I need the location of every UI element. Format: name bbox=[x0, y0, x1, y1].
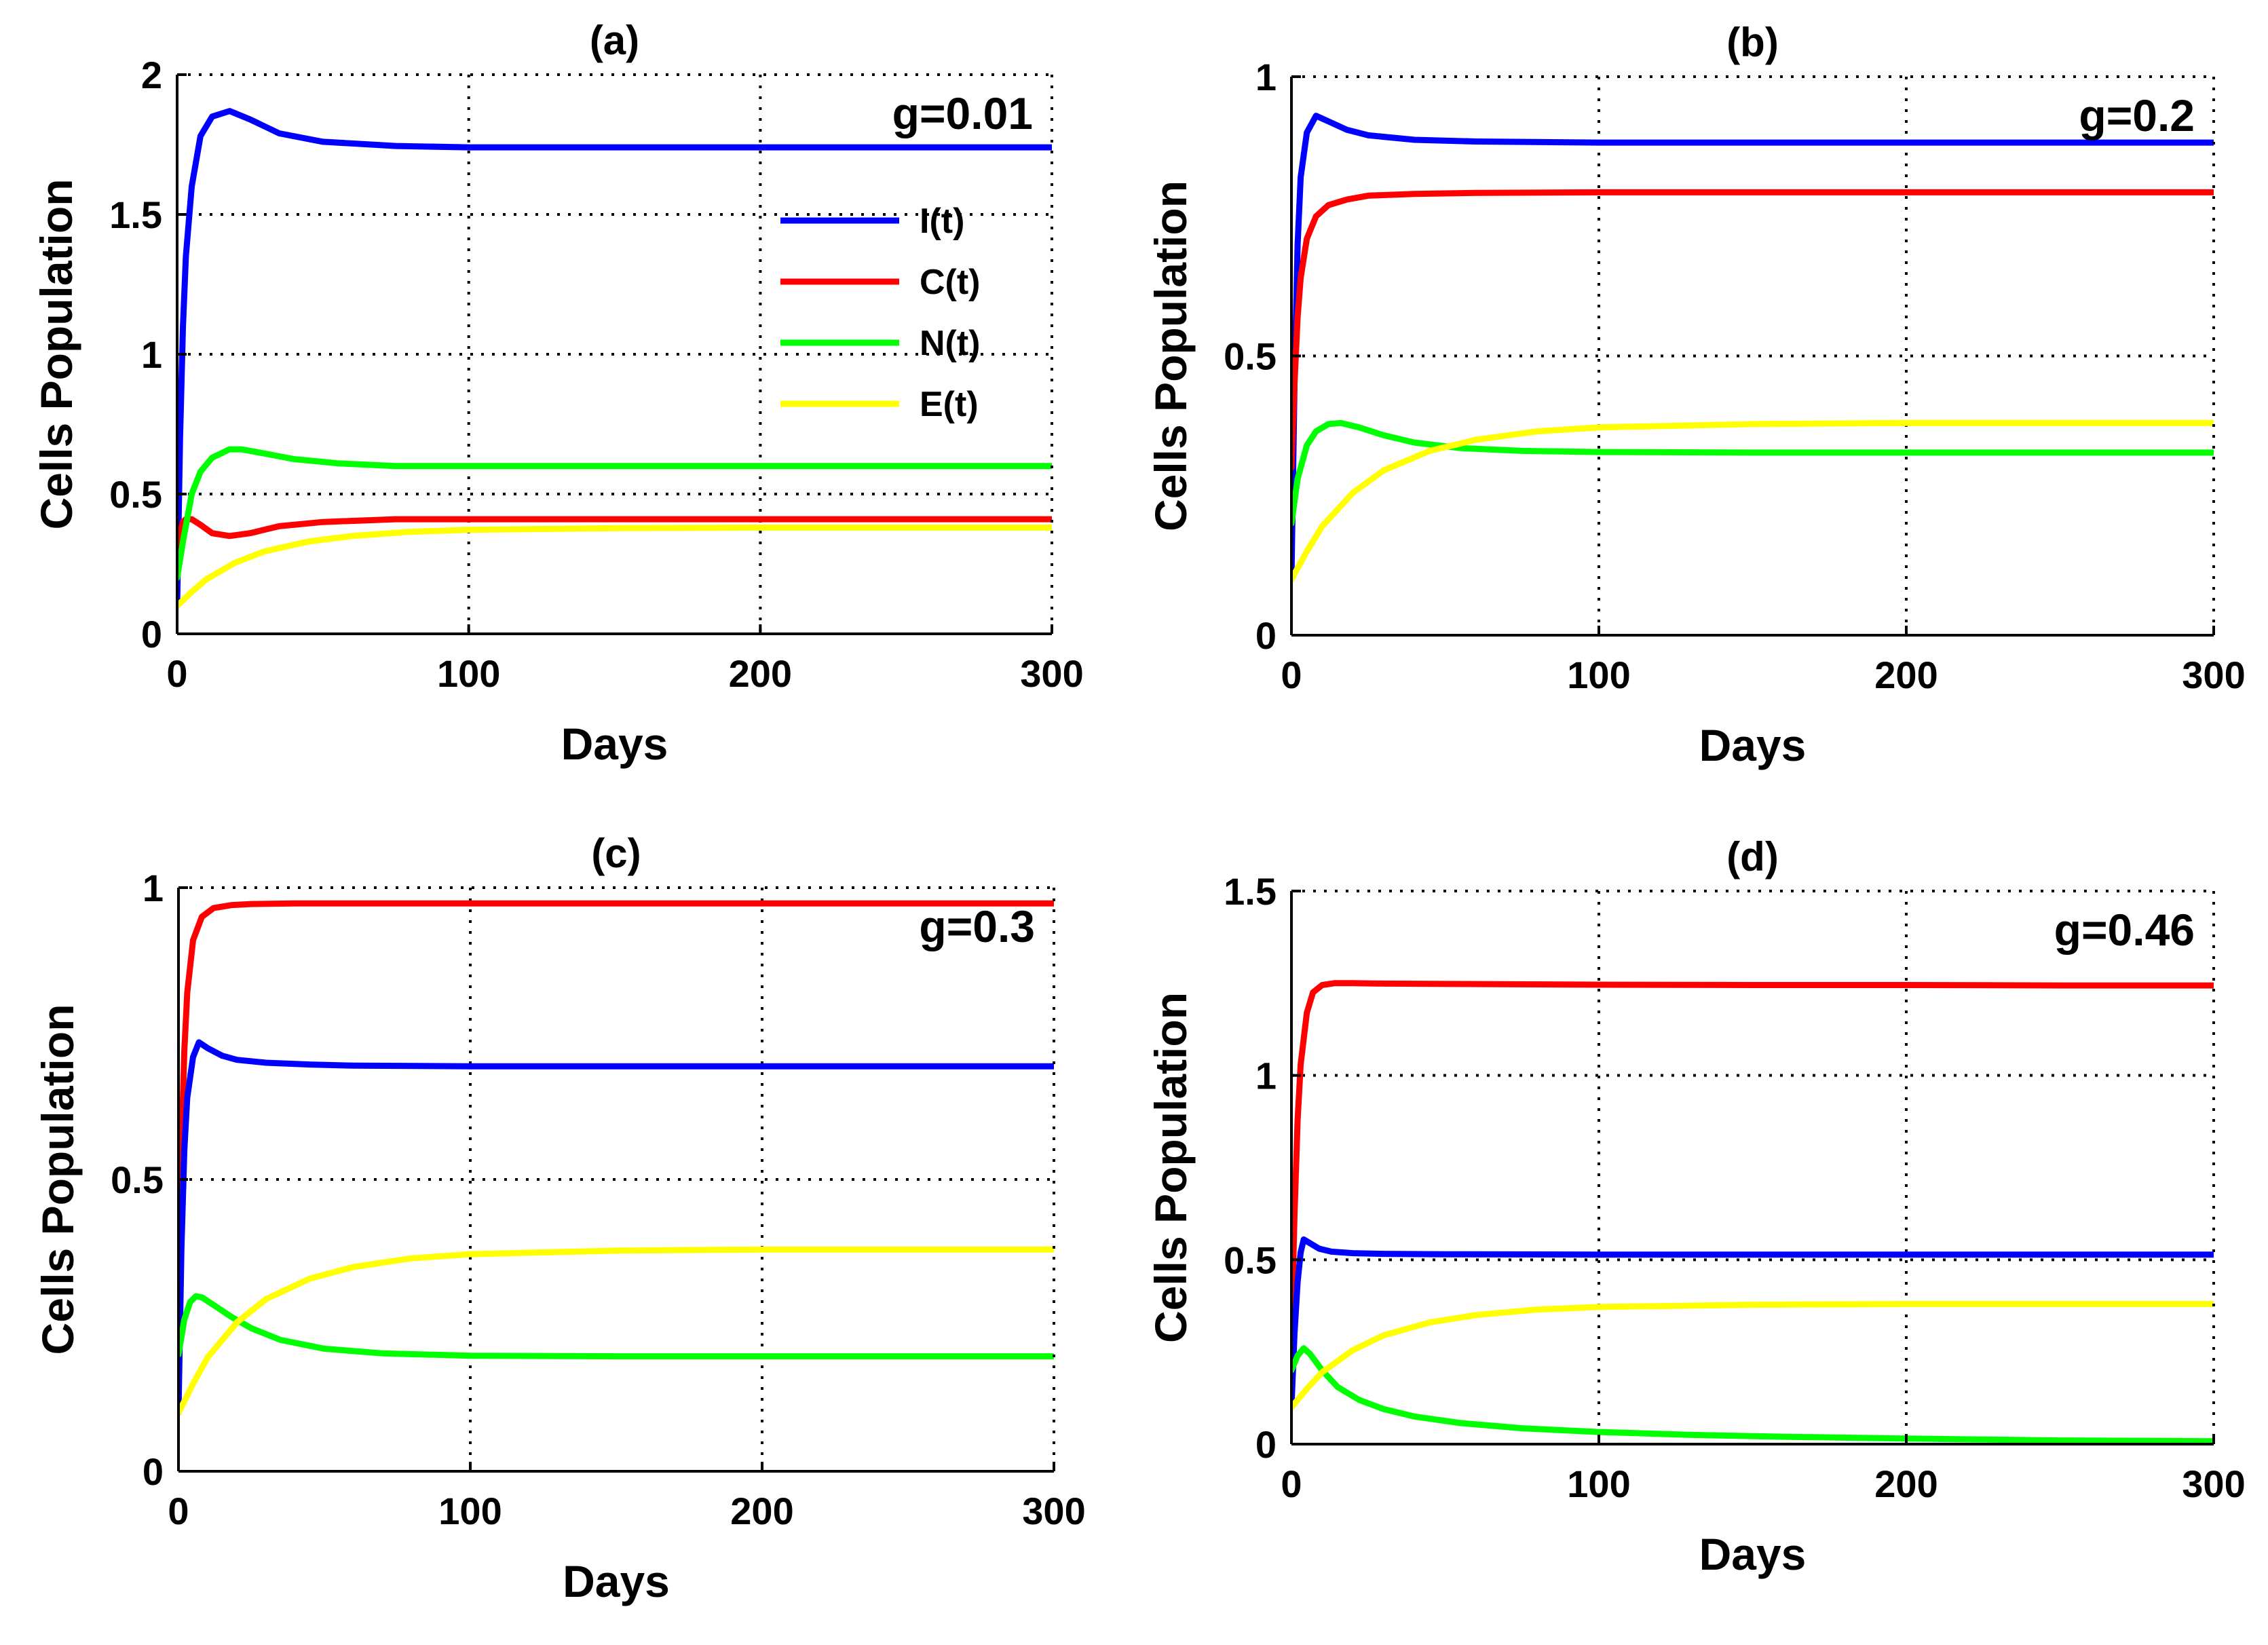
series-line-e bbox=[177, 524, 1052, 609]
panel-d: 0 100 200 300 0 0.5 1 1.5 (d) g=0.46 Days Cells Pop… bbox=[1146, 834, 2246, 1579]
series-group bbox=[1291, 113, 2214, 583]
y-tick-label: 1 bbox=[1255, 1055, 1277, 1097]
panel-b: 0 100 200 300 0 0.5 1 (b) g=0.2 Days Cells Populat… bbox=[1146, 20, 2246, 770]
y-tick-label: 0 bbox=[1255, 614, 1277, 657]
x-tick-label: 0 bbox=[166, 652, 187, 695]
x-tick-label: 300 bbox=[1022, 1490, 1085, 1532]
series-line-i bbox=[178, 1039, 1054, 1416]
series-line-e bbox=[1291, 419, 2214, 583]
x-tick-label: 200 bbox=[730, 1490, 793, 1532]
x-tick-label: 100 bbox=[1567, 654, 1630, 696]
y-tick-label: 0 bbox=[141, 613, 162, 656]
series-line-c bbox=[178, 900, 1054, 1300]
y-axis-label: Cells Population bbox=[1146, 181, 1196, 531]
panel-title: (d) bbox=[1726, 834, 1779, 880]
x-tick-label: 0 bbox=[1281, 1462, 1302, 1505]
y-tick-label: 0.5 bbox=[111, 1158, 164, 1201]
x-tick-label: 200 bbox=[1874, 654, 1938, 696]
y-axis-label: Cells Population bbox=[31, 178, 81, 529]
series-line-i bbox=[1291, 1236, 2214, 1411]
x-axis-label: Days bbox=[1699, 1529, 1807, 1579]
x-tick-label: 300 bbox=[2182, 654, 2245, 696]
y-tick-label: 0 bbox=[1255, 1423, 1277, 1466]
series-group bbox=[178, 900, 1054, 1416]
y-tick-label: 1.5 bbox=[1224, 870, 1277, 913]
x-axis-label: Days bbox=[561, 719, 668, 769]
series-group bbox=[1291, 980, 2214, 1444]
x-tick-label: 0 bbox=[1281, 654, 1302, 696]
y-tick-label: 1.5 bbox=[109, 193, 162, 236]
y-tick-label: 0.5 bbox=[1224, 1239, 1277, 1281]
series-line-c bbox=[177, 516, 1052, 553]
y-tick-label: 1 bbox=[141, 333, 162, 376]
y-tick-label: 1 bbox=[1255, 56, 1277, 98]
parameter-annotation: g=0.46 bbox=[2054, 905, 2195, 955]
series-line-c bbox=[1291, 189, 2214, 471]
series-line-n bbox=[178, 1293, 1054, 1360]
x-tick-label: 300 bbox=[2182, 1462, 2245, 1505]
series-line-n bbox=[1291, 419, 2214, 527]
parameter-annotation: g=0.3 bbox=[919, 901, 1035, 951]
x-tick-label: 200 bbox=[729, 652, 792, 695]
parameter-annotation: g=0.01 bbox=[892, 88, 1033, 138]
legend-label-i: I(t) bbox=[920, 202, 964, 241]
series-line-c bbox=[1291, 980, 2214, 1337]
legend: I(t) C(t) N(t) E(t) bbox=[780, 202, 981, 424]
panel-a: 0 100 200 300 0 0.5 1 1.5 2 (a) g=0.01 Days Cells Po… bbox=[31, 18, 1084, 769]
x-tick-label: 200 bbox=[1874, 1462, 1938, 1505]
y-tick-label: 2 bbox=[141, 54, 162, 96]
panel-title: (b) bbox=[1726, 20, 1779, 65]
legend-label-n: N(t) bbox=[920, 324, 981, 363]
x-tick-label: 100 bbox=[437, 652, 500, 695]
x-tick-label: 100 bbox=[1567, 1462, 1630, 1505]
series-group bbox=[177, 108, 1052, 609]
y-axis-label: Cells Population bbox=[33, 1004, 83, 1355]
series-line-n bbox=[1291, 1345, 2214, 1444]
y-tick-label: 0.5 bbox=[1224, 335, 1277, 378]
y-tick-label: 0.5 bbox=[109, 473, 162, 516]
legend-label-c: C(t) bbox=[920, 263, 981, 302]
series-line-i bbox=[1291, 113, 2214, 583]
y-tick-label: 0 bbox=[143, 1450, 164, 1493]
x-tick-label: 0 bbox=[168, 1490, 189, 1532]
legend-label-e: E(t) bbox=[920, 385, 979, 424]
series-line-n bbox=[177, 446, 1052, 582]
x-tick-label: 300 bbox=[1020, 652, 1083, 695]
y-tick-label: 1 bbox=[143, 867, 164, 909]
x-axis-label: Days bbox=[1699, 720, 1807, 770]
series-line-i bbox=[177, 108, 1052, 609]
x-axis-label: Days bbox=[563, 1556, 670, 1606]
parameter-annotation: g=0.2 bbox=[2079, 90, 2195, 140]
panel-c: 0 100 200 300 0 0.5 1 (c) g=0.3 Days Cells Populat… bbox=[33, 831, 1086, 1606]
x-tick-label: 100 bbox=[438, 1490, 502, 1532]
series-line-e bbox=[1291, 1301, 2214, 1411]
series-line-e bbox=[178, 1246, 1054, 1416]
y-axis-label: Cells Population bbox=[1146, 992, 1196, 1343]
panel-title: (a) bbox=[590, 18, 639, 63]
panel-title: (c) bbox=[591, 831, 641, 876]
